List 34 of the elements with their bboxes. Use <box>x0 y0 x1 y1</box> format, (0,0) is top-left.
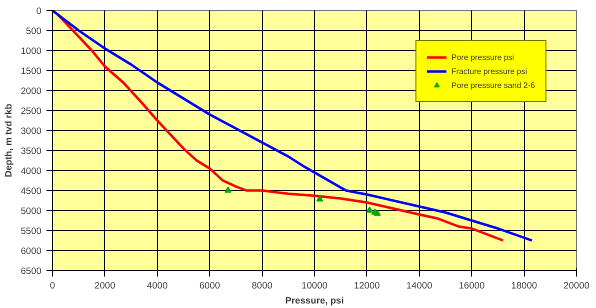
legend-label: Pore pressure psi <box>451 52 514 62</box>
y-tick-label: 6000 <box>20 246 42 256</box>
x-tick-label: 8000 <box>252 280 272 290</box>
y-tick-label: 4000 <box>20 166 42 176</box>
y-tick-label: 0 <box>36 6 42 16</box>
y-tick-label: 3500 <box>20 146 42 156</box>
y-tick-label: 5000 <box>20 206 42 216</box>
y-tick-label: 2000 <box>20 86 42 96</box>
point <box>316 195 324 202</box>
y-tick-label: 6500 <box>20 266 42 276</box>
x-tick-label: 16000 <box>458 280 485 290</box>
x-tick-label: 0 <box>50 280 56 290</box>
point <box>374 210 381 216</box>
x-tick-label: 20000 <box>564 280 590 290</box>
y-tick-label: 5500 <box>20 226 42 236</box>
x-tick-label: 14000 <box>406 280 432 290</box>
y-tick-label: 1500 <box>20 66 42 76</box>
y-axis-title: Depth, m tvd rkb <box>4 103 14 178</box>
y-tick-label: 1000 <box>20 46 42 56</box>
x-tick-label: 4000 <box>146 280 168 290</box>
x-tick-label: 10000 <box>302 280 328 290</box>
x-tick-label: 6000 <box>199 280 220 290</box>
legend-label: Pore pressure sand 2-6 <box>451 80 535 90</box>
x-tick-label: 12000 <box>354 280 380 290</box>
x-tick-label: 18000 <box>511 280 538 290</box>
y-tick-label: 4500 <box>20 186 42 196</box>
y-tick-label: 2500 <box>20 106 42 116</box>
y-tick-label: 500 <box>26 26 42 36</box>
legend-label: Fracture pressure psi <box>451 66 527 76</box>
x-axis-title: Pressure, psi <box>285 296 344 306</box>
x-tick-label: 2000 <box>94 280 116 290</box>
point <box>224 186 232 193</box>
point <box>366 206 374 213</box>
y-tick-label: 3000 <box>20 126 42 136</box>
